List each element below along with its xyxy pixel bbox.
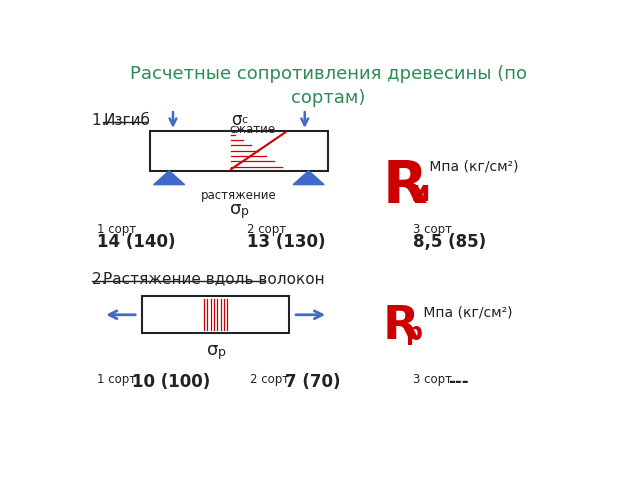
Text: р: р (218, 346, 226, 359)
Text: Мпа (кг/см²): Мпа (кг/см²) (419, 306, 513, 320)
Text: 2 сорт: 2 сорт (246, 223, 285, 236)
Text: 2 сорт: 2 сорт (250, 373, 293, 386)
Bar (142, 296, 289, 333)
Text: 14 (140): 14 (140) (97, 233, 175, 251)
Text: σ: σ (231, 111, 242, 129)
Text: 8,5 (85): 8,5 (85) (413, 233, 486, 251)
Text: 3 сорт: 3 сорт (413, 223, 452, 236)
Polygon shape (293, 171, 324, 185)
Polygon shape (154, 171, 184, 185)
Bar (150, 131, 328, 171)
Text: 1 сорт: 1 сорт (97, 223, 136, 236)
Text: сжатие: сжатие (230, 123, 276, 136)
Text: Растяжение вдоль волокон: Растяжение вдоль волокон (103, 272, 325, 287)
Text: Изгиб: Изгиб (103, 113, 150, 128)
Text: и: и (411, 179, 431, 207)
Text: 2.: 2. (92, 272, 111, 287)
Text: р: р (406, 321, 422, 345)
Text: 1.: 1. (92, 113, 111, 128)
Text: 3 сорт: 3 сорт (413, 373, 460, 386)
Text: Расчетные сопротивления древесины (по
сортам): Расчетные сопротивления древесины (по со… (129, 65, 527, 107)
Text: 7 (70): 7 (70) (285, 373, 341, 391)
Text: R: R (382, 158, 428, 215)
Text: 13 (130): 13 (130) (246, 233, 325, 251)
Text: σ: σ (230, 200, 241, 218)
Text: с: с (241, 115, 247, 125)
Text: R: R (382, 304, 419, 349)
Text: р: р (241, 204, 249, 217)
Text: растяжение: растяжение (201, 189, 276, 202)
Text: 1 сорт: 1 сорт (97, 373, 140, 386)
Text: ---: --- (448, 373, 468, 391)
Text: σ: σ (207, 341, 218, 359)
Text: Мпа (кг/см²): Мпа (кг/см²) (425, 159, 518, 173)
Text: 10 (100): 10 (100) (132, 373, 210, 391)
